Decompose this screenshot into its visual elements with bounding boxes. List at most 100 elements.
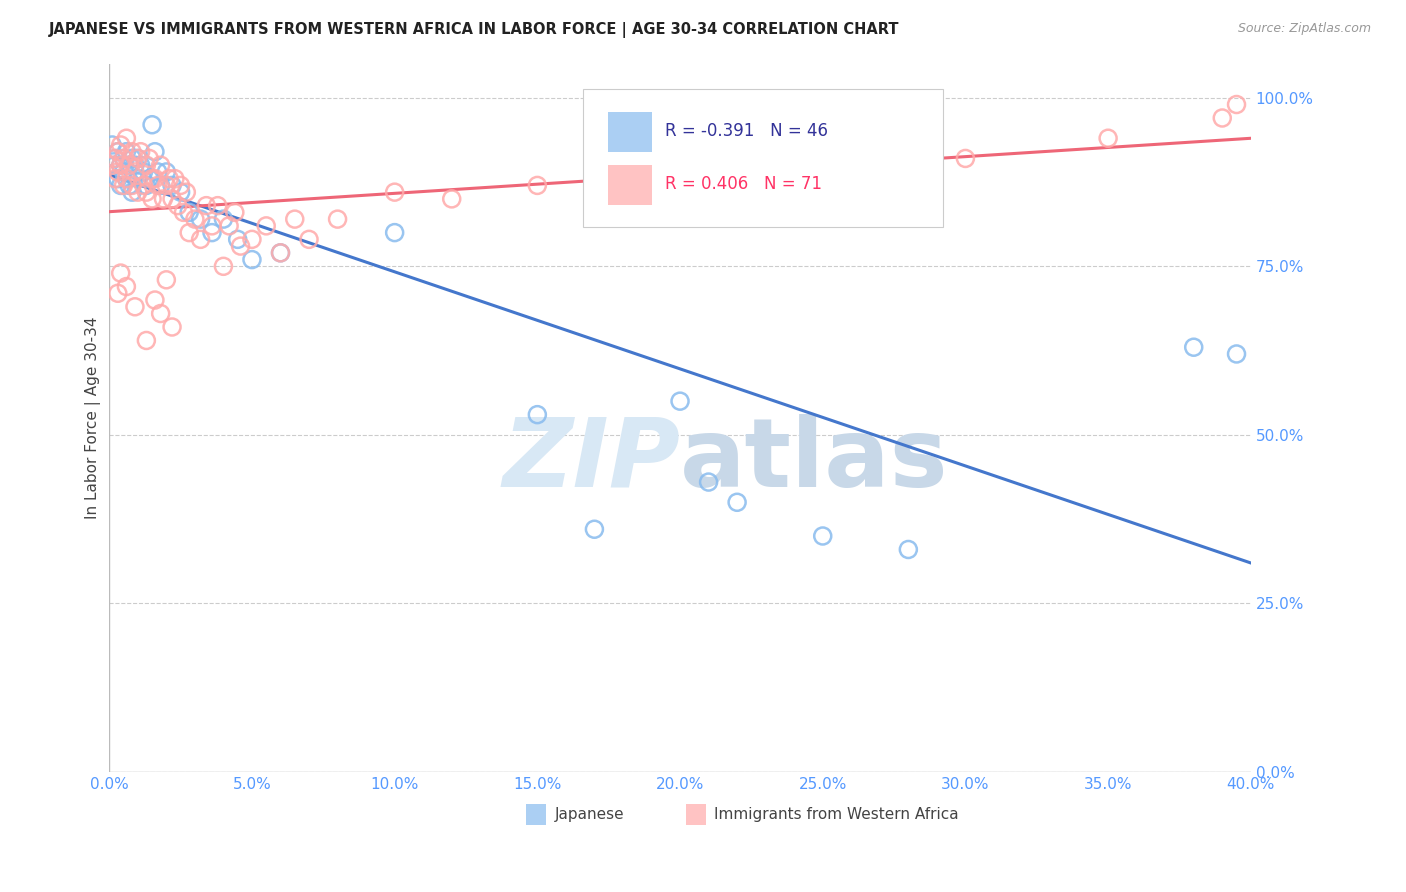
Point bbox=[110, 138, 132, 153]
Text: R = 0.406   N = 71: R = 0.406 N = 71 bbox=[665, 175, 823, 193]
Point bbox=[160, 192, 183, 206]
Point bbox=[121, 185, 143, 199]
Point bbox=[141, 192, 163, 206]
Point bbox=[110, 158, 132, 172]
Point bbox=[112, 178, 135, 193]
Point bbox=[118, 158, 141, 172]
Point bbox=[583, 522, 606, 536]
Point bbox=[155, 165, 177, 179]
Point bbox=[1182, 340, 1205, 354]
Bar bbox=[609, 165, 651, 205]
Point bbox=[115, 171, 138, 186]
Point bbox=[135, 158, 157, 172]
Point bbox=[1225, 97, 1247, 112]
Point bbox=[107, 165, 129, 179]
Point bbox=[146, 178, 169, 193]
Point bbox=[190, 212, 212, 227]
Point bbox=[118, 178, 141, 193]
Point bbox=[526, 178, 548, 193]
Point bbox=[166, 199, 188, 213]
Point bbox=[129, 158, 152, 172]
Text: ZIP: ZIP bbox=[502, 414, 681, 507]
Point bbox=[201, 219, 224, 233]
Point bbox=[149, 306, 172, 320]
Point bbox=[135, 185, 157, 199]
Text: R = -0.391   N = 46: R = -0.391 N = 46 bbox=[665, 121, 828, 140]
Point bbox=[224, 205, 246, 219]
Point bbox=[101, 138, 124, 153]
Point bbox=[107, 286, 129, 301]
Point bbox=[141, 118, 163, 132]
Point bbox=[669, 178, 692, 193]
Point bbox=[1211, 111, 1233, 125]
Point bbox=[298, 232, 321, 246]
Point bbox=[201, 226, 224, 240]
Point bbox=[160, 178, 183, 193]
Point bbox=[124, 300, 146, 314]
Point bbox=[157, 171, 180, 186]
Text: Japanese: Japanese bbox=[554, 807, 624, 822]
Point bbox=[132, 165, 155, 179]
Point bbox=[110, 178, 132, 193]
Point bbox=[212, 212, 235, 227]
Point bbox=[212, 260, 235, 274]
Point bbox=[697, 475, 720, 489]
Point bbox=[132, 178, 155, 193]
Point bbox=[104, 158, 127, 172]
Point bbox=[124, 165, 146, 179]
Point bbox=[107, 171, 129, 186]
Point bbox=[121, 152, 143, 166]
Point bbox=[149, 178, 172, 193]
Text: atlas: atlas bbox=[681, 414, 949, 507]
Point bbox=[184, 212, 207, 227]
Point bbox=[169, 178, 191, 193]
Point bbox=[146, 165, 169, 179]
Point bbox=[155, 178, 177, 193]
Bar bbox=[526, 804, 547, 825]
Point bbox=[955, 152, 977, 166]
Point bbox=[169, 185, 191, 199]
Point bbox=[107, 145, 129, 159]
Point bbox=[129, 145, 152, 159]
Text: JAPANESE VS IMMIGRANTS FROM WESTERN AFRICA IN LABOR FORCE | AGE 30-34 CORRELATIO: JAPANESE VS IMMIGRANTS FROM WESTERN AFRI… bbox=[49, 22, 900, 38]
Point bbox=[127, 152, 149, 166]
Point bbox=[811, 165, 834, 179]
Point bbox=[190, 232, 212, 246]
Point bbox=[176, 185, 198, 199]
Point bbox=[270, 245, 292, 260]
Point bbox=[138, 171, 160, 186]
Point bbox=[163, 171, 186, 186]
Point bbox=[226, 232, 249, 246]
Bar bbox=[686, 804, 706, 825]
Point bbox=[112, 165, 135, 179]
Point bbox=[121, 178, 143, 193]
Point bbox=[1097, 131, 1119, 145]
Point bbox=[179, 226, 201, 240]
Point bbox=[143, 293, 166, 307]
Point bbox=[115, 131, 138, 145]
Point bbox=[101, 158, 124, 172]
Point bbox=[284, 212, 307, 227]
Point bbox=[118, 158, 141, 172]
Point bbox=[811, 529, 834, 543]
Point bbox=[104, 152, 127, 166]
Point bbox=[440, 192, 463, 206]
Point bbox=[326, 212, 349, 227]
Point bbox=[179, 205, 201, 219]
FancyBboxPatch shape bbox=[583, 89, 942, 227]
Y-axis label: In Labor Force | Age 30-34: In Labor Force | Age 30-34 bbox=[86, 317, 101, 519]
Point bbox=[143, 171, 166, 186]
Text: Immigrants from Western Africa: Immigrants from Western Africa bbox=[714, 807, 959, 822]
Point bbox=[1225, 347, 1247, 361]
Point bbox=[127, 171, 149, 186]
Point bbox=[112, 152, 135, 166]
Point bbox=[112, 152, 135, 166]
Point bbox=[270, 245, 292, 260]
Point bbox=[384, 185, 406, 199]
Point bbox=[160, 320, 183, 334]
Point bbox=[107, 145, 129, 159]
Point bbox=[110, 158, 132, 172]
Point bbox=[612, 171, 634, 186]
Point bbox=[138, 152, 160, 166]
Point bbox=[207, 199, 229, 213]
